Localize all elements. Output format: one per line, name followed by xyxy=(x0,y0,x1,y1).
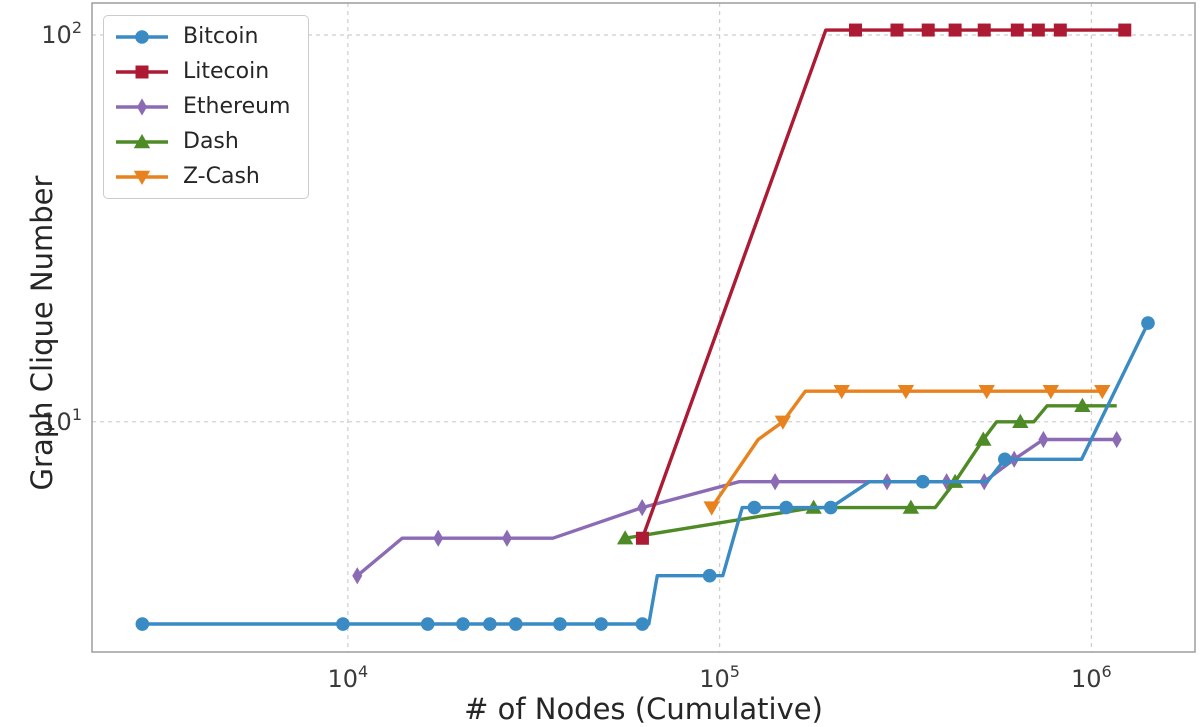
data-point-marker xyxy=(133,133,151,148)
series-litecoin xyxy=(635,23,1132,545)
data-point-marker xyxy=(703,501,720,516)
data-point-marker xyxy=(897,384,915,400)
data-point-marker xyxy=(890,23,904,37)
legend: Bitcoin Litecoin Ethereum Dash Z-Cash xyxy=(103,15,309,199)
data-point-marker xyxy=(747,500,762,515)
y-tick-label: 101 xyxy=(41,405,82,436)
data-point-marker xyxy=(137,98,147,116)
series-line xyxy=(624,404,1117,540)
legend-sample-square-icon xyxy=(116,65,168,79)
data-point-marker xyxy=(502,529,513,547)
data-point-marker xyxy=(975,431,992,446)
data-point-marker xyxy=(1053,23,1067,37)
y-axis-label: Graph Clique Number xyxy=(25,175,59,491)
data-point-marker xyxy=(135,617,150,631)
data-point-marker xyxy=(774,415,792,430)
data-point-marker xyxy=(1010,23,1024,37)
data-point-marker xyxy=(1012,413,1029,429)
data-point-marker xyxy=(702,568,717,583)
x-tick-label: 104 xyxy=(327,662,368,693)
data-point-marker xyxy=(637,499,648,517)
x-tick-label: 105 xyxy=(699,662,740,693)
data-point-marker xyxy=(921,23,935,37)
data-point-marker xyxy=(1074,397,1091,412)
x-axis-label: # of Nodes (Cumulative) xyxy=(464,692,823,726)
data-point-marker xyxy=(135,65,149,79)
data-point-marker xyxy=(978,384,995,400)
data-point-marker xyxy=(902,499,920,514)
data-point-marker xyxy=(915,474,930,489)
legend-label: Ethereum xyxy=(183,93,291,119)
data-point-marker xyxy=(1111,430,1122,449)
y-tick-label: 102 xyxy=(41,18,82,49)
data-point-marker xyxy=(1031,23,1045,37)
legend-label: Bitcoin xyxy=(183,24,259,50)
data-point-marker xyxy=(948,23,962,37)
data-point-marker xyxy=(352,567,363,585)
data-point-marker xyxy=(1141,316,1155,330)
data-point-marker xyxy=(998,452,1012,467)
data-point-marker xyxy=(433,529,444,547)
data-point-marker xyxy=(635,531,649,545)
data-point-marker xyxy=(336,617,350,631)
series-z-cash xyxy=(703,384,1111,516)
data-point-marker xyxy=(553,617,567,631)
data-point-marker xyxy=(483,617,497,631)
legend-sample-triangle-down-icon xyxy=(116,170,168,185)
legend-sample-circle-icon xyxy=(116,30,168,45)
data-point-marker xyxy=(420,617,435,631)
data-point-marker xyxy=(977,23,991,37)
series-bitcoin xyxy=(135,316,1155,631)
legend-label: Dash xyxy=(183,128,239,154)
data-point-marker xyxy=(616,530,634,545)
data-point-marker xyxy=(133,170,151,185)
data-point-marker xyxy=(509,617,523,631)
legend-item-litecoin: Litecoin xyxy=(114,55,308,89)
legend-item-bitcoin: Bitcoin xyxy=(114,20,308,54)
legend-sample-thin-diamond-icon xyxy=(116,98,168,116)
data-point-marker xyxy=(848,23,862,37)
data-point-marker xyxy=(823,500,838,515)
data-point-marker xyxy=(1042,384,1060,400)
plot-border xyxy=(91,2,1196,653)
data-point-marker xyxy=(456,617,470,631)
data-point-marker xyxy=(1038,430,1049,449)
data-point-marker xyxy=(833,384,850,400)
data-point-marker xyxy=(1094,384,1111,400)
legend-label: Z-Cash xyxy=(183,163,260,189)
legend-sample-triangle-up-icon xyxy=(116,133,168,148)
data-point-marker xyxy=(779,500,793,515)
data-point-marker xyxy=(594,617,608,631)
legend-item-z-cash: Z-Cash xyxy=(114,160,308,194)
data-point-marker xyxy=(770,473,781,491)
data-point-marker xyxy=(635,617,650,631)
legend-label: Litecoin xyxy=(183,59,270,85)
legend-item-dash: Dash xyxy=(114,125,308,159)
data-point-marker xyxy=(1118,23,1132,37)
data-point-marker xyxy=(135,30,149,45)
x-tick-label: 106 xyxy=(1071,662,1112,693)
legend-item-ethereum: Ethereum xyxy=(114,90,308,124)
